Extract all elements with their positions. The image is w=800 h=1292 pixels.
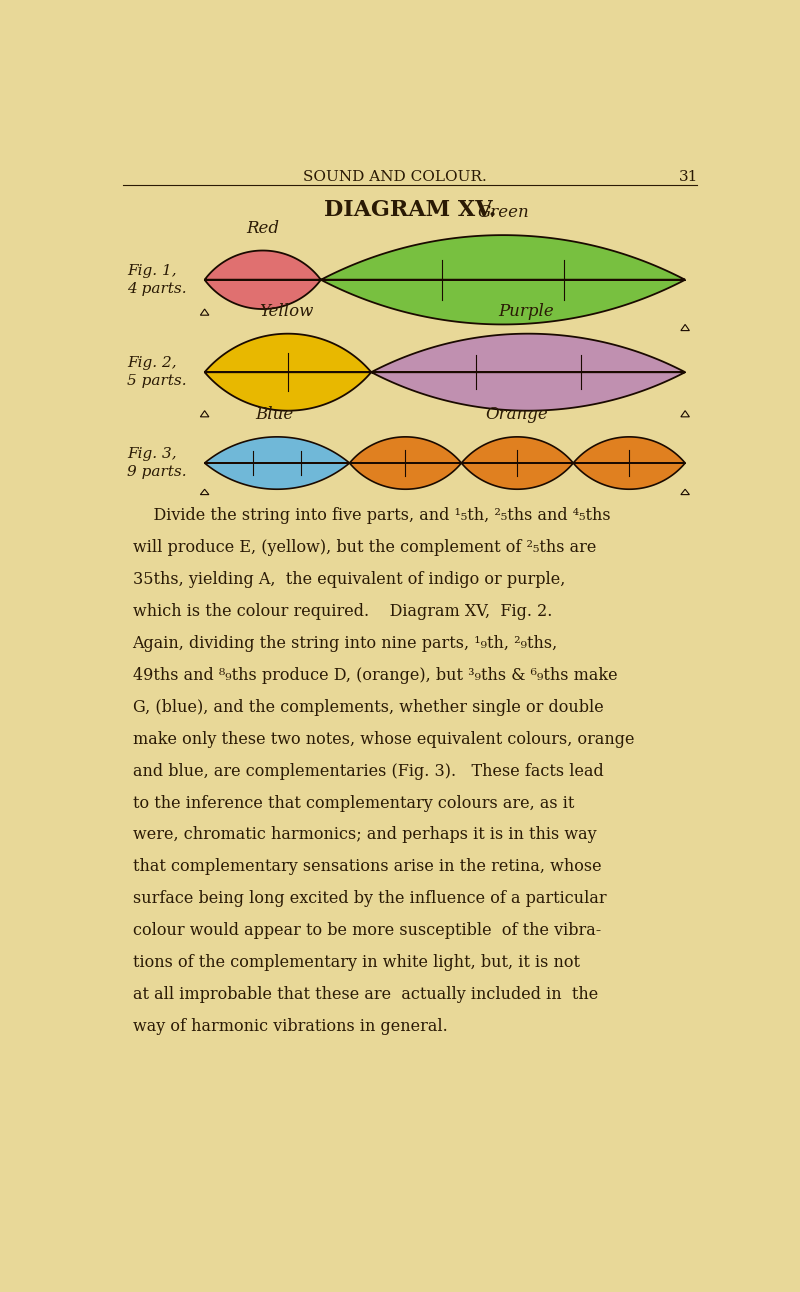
Polygon shape (200, 411, 209, 417)
Text: at all improbable that these are  actually included in  the: at all improbable that these are actuall… (133, 986, 598, 1004)
Text: were, chromatic harmonics; and perhaps it is in this way: were, chromatic harmonics; and perhaps i… (133, 827, 596, 844)
Text: Fig. 3,
9 parts.: Fig. 3, 9 parts. (127, 447, 186, 479)
Text: Yellow: Yellow (259, 302, 313, 320)
Polygon shape (321, 235, 685, 324)
Text: to the inference that complementary colours are, as it: to the inference that complementary colo… (133, 795, 574, 811)
Polygon shape (205, 251, 321, 309)
Text: Fig. 1,
4 parts.: Fig. 1, 4 parts. (127, 264, 186, 296)
Polygon shape (574, 437, 685, 490)
Text: colour would appear to be more susceptible  of the vibra-: colour would appear to be more susceptib… (133, 922, 601, 939)
Text: and blue, are complementaries (Fig. 3).   These facts lead: and blue, are complementaries (Fig. 3). … (133, 762, 603, 779)
Text: which is the colour required.    Diagram XV,  Fig. 2.: which is the colour required. Diagram XV… (133, 603, 552, 620)
Polygon shape (371, 333, 685, 411)
Text: DIAGRAM XV.: DIAGRAM XV. (324, 199, 496, 221)
Polygon shape (681, 490, 690, 495)
Polygon shape (205, 437, 350, 490)
Text: G, (blue), and the complements, whether single or double: G, (blue), and the complements, whether … (133, 699, 603, 716)
Text: Again, dividing the string into nine parts, ¹₉th, ²₉ths,: Again, dividing the string into nine par… (133, 634, 558, 651)
Text: Purple: Purple (498, 302, 554, 320)
Text: way of harmonic vibrations in general.: way of harmonic vibrations in general. (133, 1018, 447, 1035)
Text: make only these two notes, whose equivalent colours, orange: make only these two notes, whose equival… (133, 730, 634, 748)
Text: Orange: Orange (486, 406, 548, 422)
Polygon shape (200, 309, 209, 315)
Polygon shape (200, 490, 209, 495)
Text: Divide the string into five parts, and ¹₅th, ²₅ths and ⁴₅ths: Divide the string into five parts, and ¹… (133, 506, 610, 525)
Text: surface being long excited by the influence of a particular: surface being long excited by the influe… (133, 890, 606, 907)
Polygon shape (205, 333, 371, 411)
Polygon shape (462, 437, 574, 490)
Text: SOUND AND COLOUR.: SOUND AND COLOUR. (302, 169, 486, 183)
Text: that complementary sensations arise in the retina, whose: that complementary sensations arise in t… (133, 858, 601, 876)
Text: 49ths and ⁸₉ths produce D, (orange), but ³₉ths & ⁶₉ths make: 49ths and ⁸₉ths produce D, (orange), but… (133, 667, 617, 683)
Text: Red: Red (246, 220, 279, 236)
Polygon shape (350, 437, 462, 490)
Polygon shape (681, 411, 690, 417)
Text: Blue: Blue (255, 406, 294, 422)
Text: 35ths, yielding A,  the equivalent of indigo or purple,: 35ths, yielding A, the equivalent of ind… (133, 571, 565, 588)
Polygon shape (681, 324, 690, 331)
Text: tions of the complementary in white light, but, it is not: tions of the complementary in white ligh… (133, 955, 579, 972)
Text: 31: 31 (679, 169, 698, 183)
Text: Fig. 2,
5 parts.: Fig. 2, 5 parts. (127, 357, 186, 389)
Text: will produce E, (yellow), but the complement of ²₅ths are: will produce E, (yellow), but the comple… (133, 539, 596, 556)
Text: Green: Green (477, 204, 529, 221)
